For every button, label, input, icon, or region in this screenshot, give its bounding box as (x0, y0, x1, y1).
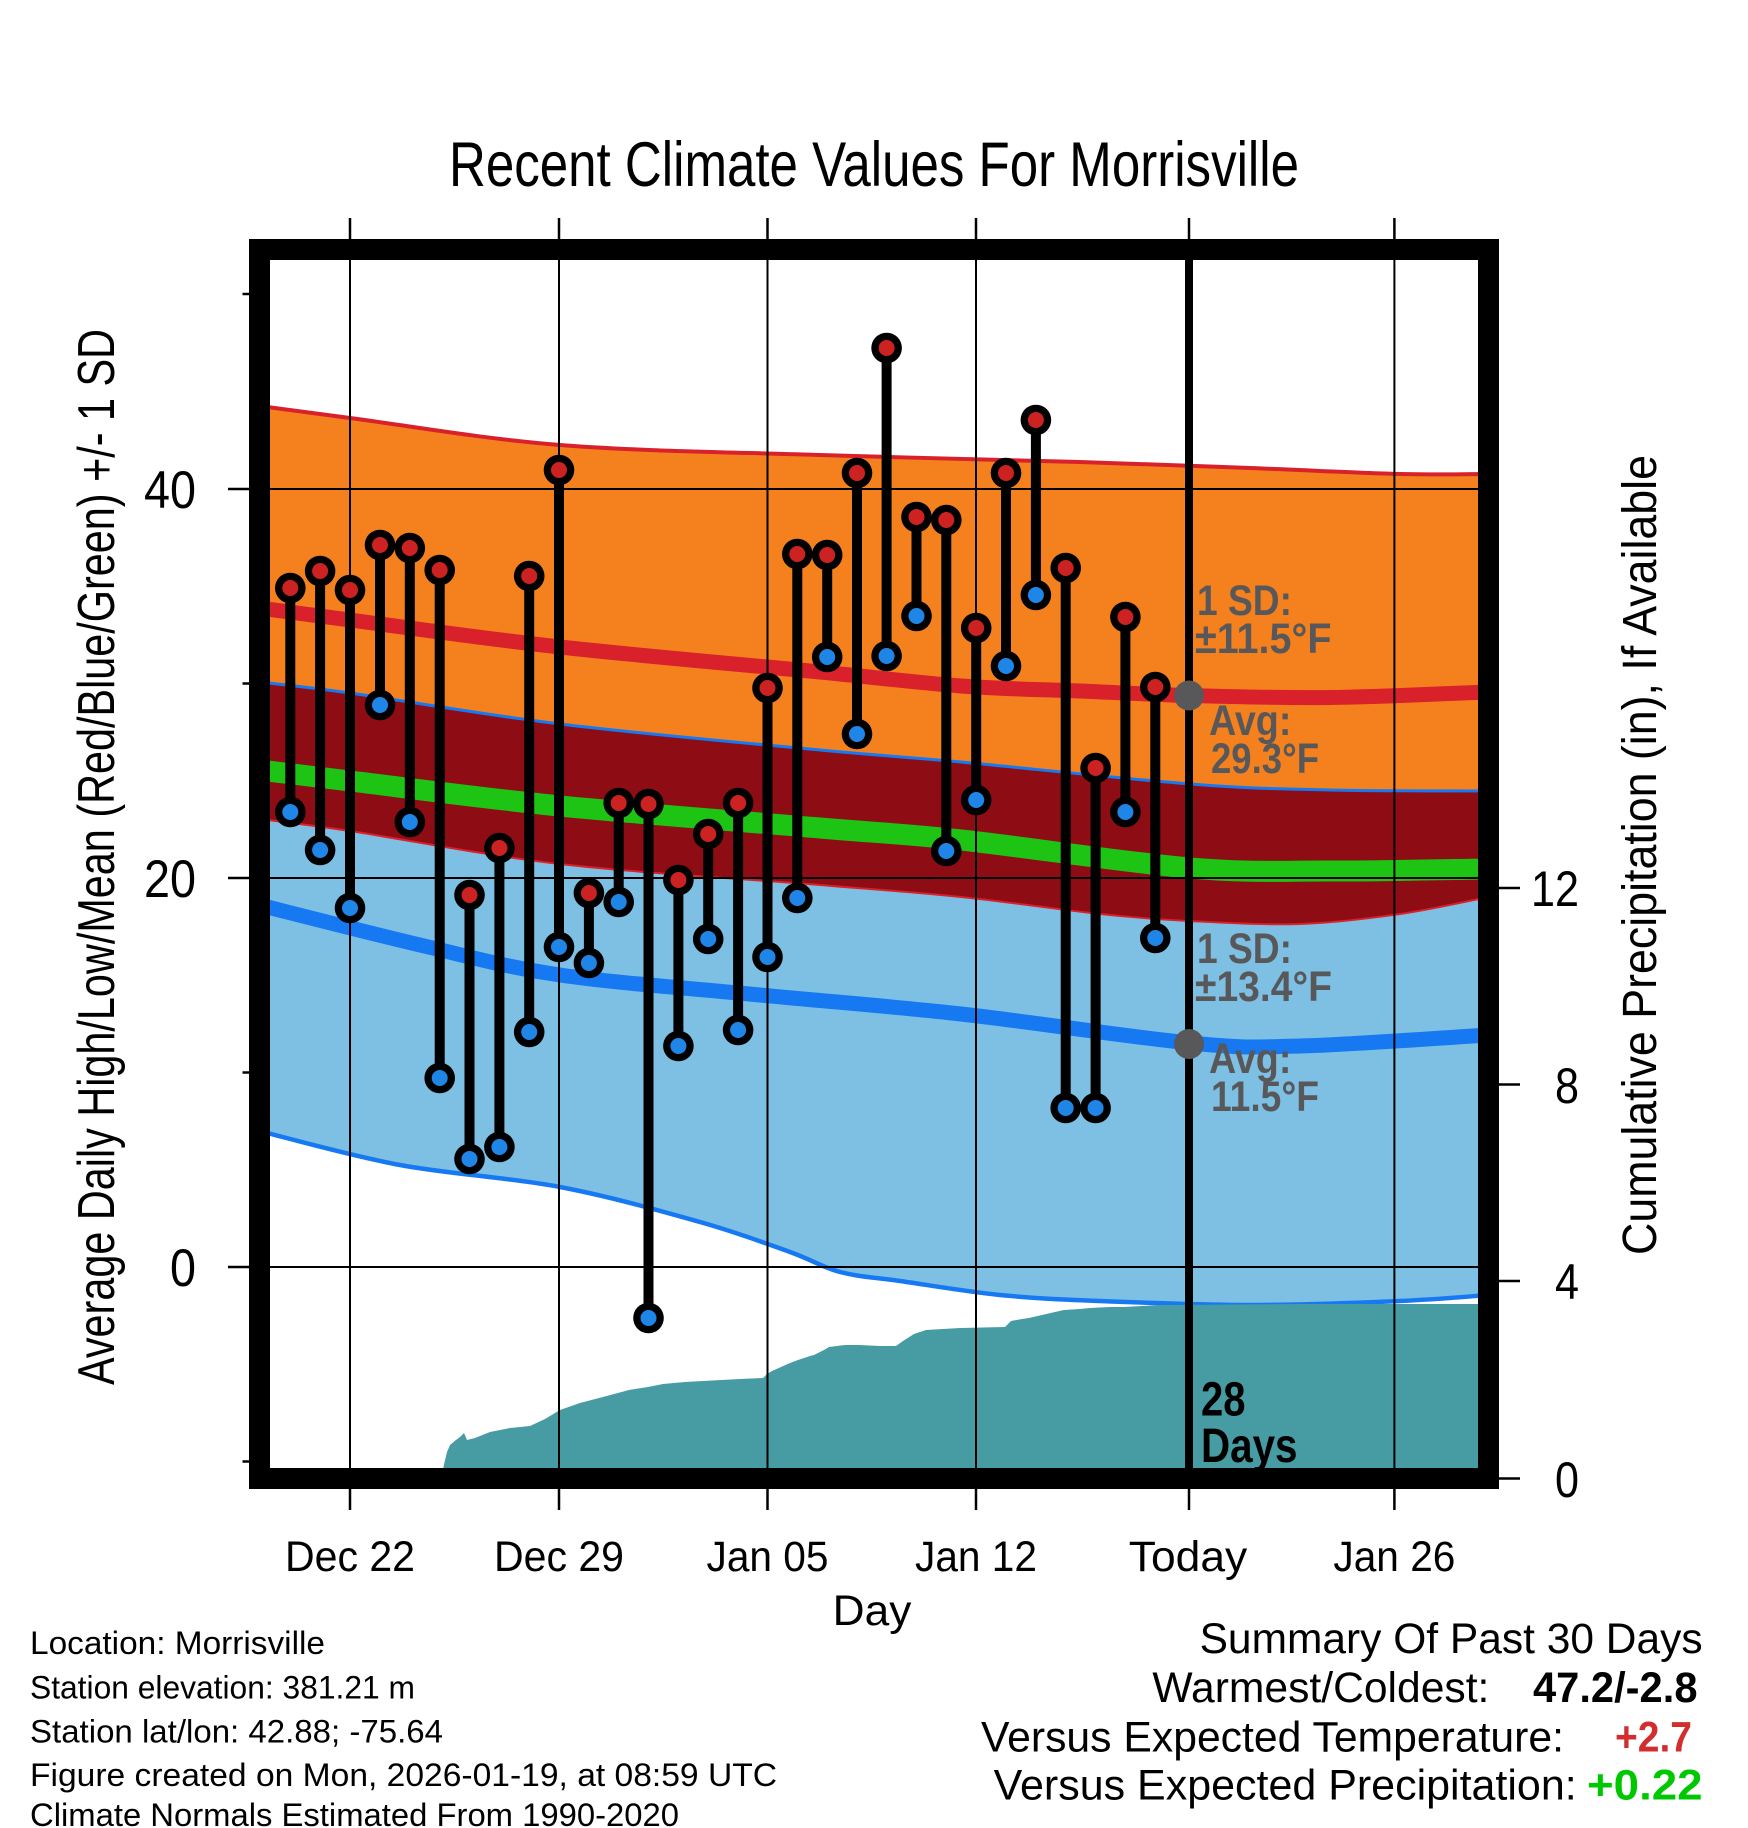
svg-text:1 SD:: 1 SD: (1197, 577, 1292, 625)
svg-text:4: 4 (1555, 1254, 1579, 1310)
svg-text:+2.7: +2.7 (1615, 1714, 1692, 1762)
svg-text:+0.22: +0.22 (1587, 1762, 1703, 1810)
svg-text:Jan 26: Jan 26 (1333, 1533, 1455, 1581)
svg-text:Versus Expected Precipitation:: Versus Expected Precipitation: (994, 1762, 1577, 1810)
svg-text:Warmest/Coldest:: Warmest/Coldest: (1152, 1664, 1489, 1712)
svg-text:20: 20 (144, 850, 196, 909)
svg-text:8: 8 (1555, 1058, 1579, 1114)
svg-text:Avg:: Avg: (1209, 697, 1291, 745)
svg-text:Days: Days (1201, 1420, 1298, 1473)
svg-text:0: 0 (1555, 1452, 1579, 1508)
svg-text:Station elevation: 381.21 m: Station elevation: 381.21 m (30, 1670, 415, 1706)
svg-text:Avg:: Avg: (1209, 1035, 1291, 1083)
svg-text:Figure created on Mon, 2026-01: Figure created on Mon, 2026-01-19, at 08… (30, 1757, 777, 1793)
svg-text:12: 12 (1531, 861, 1579, 917)
svg-text:29.3°F: 29.3°F (1211, 735, 1319, 783)
svg-text:Versus Expected Temperature:: Versus Expected Temperature: (981, 1714, 1564, 1762)
svg-text:Average Daily High/Low/Mean (R: Average Daily High/Low/Mean (Red/Blue/Gr… (67, 329, 125, 1385)
svg-text:1 SD:: 1 SD: (1197, 925, 1292, 973)
svg-text:Day: Day (833, 1587, 912, 1635)
svg-text:40: 40 (144, 461, 196, 520)
svg-text:47.2/-2.8: 47.2/-2.8 (1533, 1664, 1698, 1712)
svg-text:Jan 12: Jan 12 (915, 1533, 1037, 1581)
svg-text:Climate Normals Estimated From: Climate Normals Estimated From 1990-2020 (30, 1797, 679, 1828)
svg-text:11.5°F: 11.5°F (1211, 1073, 1319, 1121)
svg-text:Dec 22: Dec 22 (285, 1533, 415, 1581)
svg-text:Location: Morrisville: Location: Morrisville (30, 1625, 325, 1661)
svg-text:28: 28 (1201, 1374, 1246, 1427)
svg-text:±11.5°F: ±11.5°F (1195, 615, 1332, 663)
svg-text:Summary Of Past 30 Days: Summary Of Past 30 Days (1200, 1615, 1703, 1663)
svg-text:Cumulative Precipitation (in),: Cumulative Precipitation (in), If Availa… (1614, 455, 1667, 1255)
svg-text:0: 0 (170, 1239, 196, 1298)
svg-text:±13.4°F: ±13.4°F (1195, 963, 1332, 1011)
svg-text:Jan 05: Jan 05 (707, 1533, 829, 1581)
svg-text:Today: Today (1129, 1533, 1248, 1581)
svg-text:Dec 29: Dec 29 (494, 1533, 624, 1581)
svg-text:Recent Climate Values For Morr: Recent Climate Values For Morrisville (449, 130, 1299, 200)
svg-text:Station lat/lon: 42.88; -75.64: Station lat/lon: 42.88; -75.64 (30, 1713, 443, 1749)
